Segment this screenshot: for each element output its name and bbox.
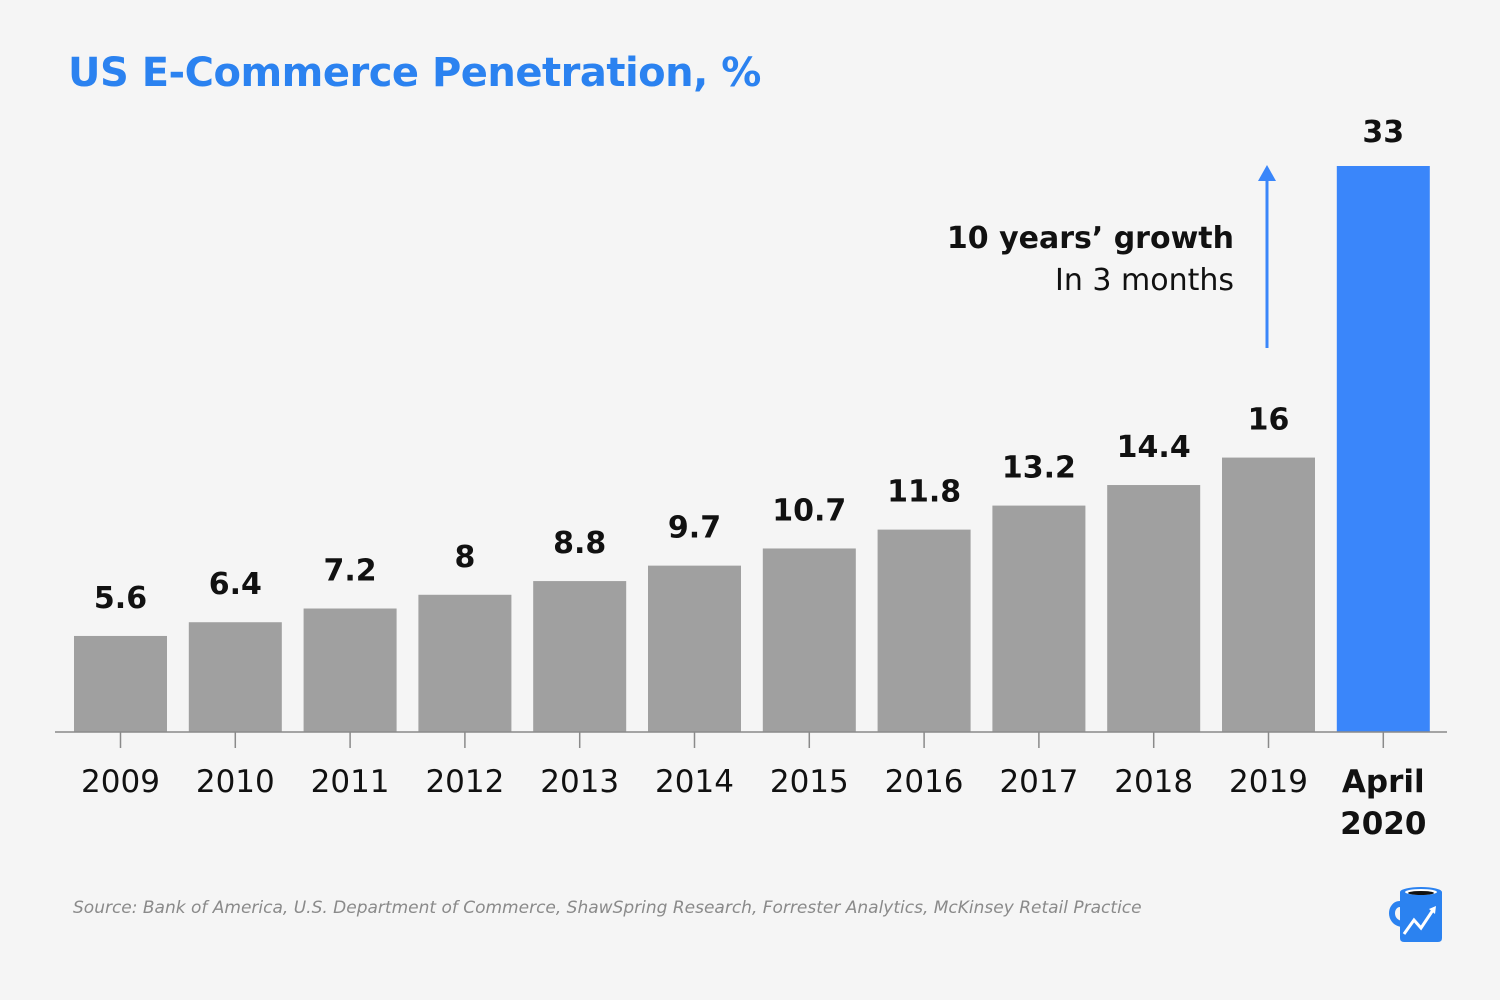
x-tick-label: 2019 <box>1229 764 1308 800</box>
x-tick-label: 2018 <box>1114 764 1193 800</box>
bar-april-2020 <box>1336 166 1430 732</box>
x-tick-label: 2011 <box>311 764 390 800</box>
data-label: 33 <box>1362 115 1404 150</box>
x-tick-label: 2017 <box>999 764 1078 800</box>
chart-title: US E-Commerce Penetration, % <box>68 50 761 96</box>
bar-2009 <box>74 635 167 732</box>
bar-2010 <box>188 622 282 732</box>
x-tick-label: 2013 <box>540 764 619 800</box>
data-label: 16 <box>1248 403 1290 438</box>
growth-arrow <box>1258 165 1276 348</box>
data-label: 14.4 <box>1117 430 1191 465</box>
data-label: 9.7 <box>668 511 721 546</box>
data-label: 8 <box>454 540 475 575</box>
data-label: 6.4 <box>209 567 262 602</box>
bar-2018 <box>1107 485 1201 732</box>
bar-2019 <box>1222 457 1315 732</box>
x-tick-label: 2014 <box>655 764 734 800</box>
data-label: 5.6 <box>94 581 147 616</box>
bar-2014 <box>648 565 741 732</box>
annotation-line1: 10 years’ growth <box>946 221 1234 256</box>
x-tick-label: 2010 <box>196 764 275 800</box>
x-tick-label: April 2020 <box>1340 764 1426 842</box>
x-tick-label: 2009 <box>81 764 160 800</box>
bar-2016 <box>877 529 971 732</box>
data-label: 10.7 <box>772 493 846 528</box>
bar-2012 <box>418 594 512 732</box>
annotation-line2: In 3 months <box>1054 263 1234 298</box>
data-label: 11.8 <box>887 475 961 510</box>
data-label: 8.8 <box>553 526 606 561</box>
x-tick-label: 2012 <box>425 764 504 800</box>
x-tick-label: 2016 <box>885 764 964 800</box>
data-label: 7.2 <box>324 554 377 589</box>
mug-chart-icon <box>1389 887 1442 942</box>
bar-2015 <box>762 548 856 732</box>
bar-2017 <box>992 505 1086 732</box>
bar-2013 <box>533 581 627 732</box>
source-note: Source: Bank of America, U.S. Department… <box>73 898 1142 918</box>
growth-annotation: 10 years’ growth In 3 months <box>947 218 1234 302</box>
data-label: 13.2 <box>1002 451 1076 486</box>
bar-2011 <box>303 608 397 732</box>
x-tick-label: 2015 <box>770 764 849 800</box>
